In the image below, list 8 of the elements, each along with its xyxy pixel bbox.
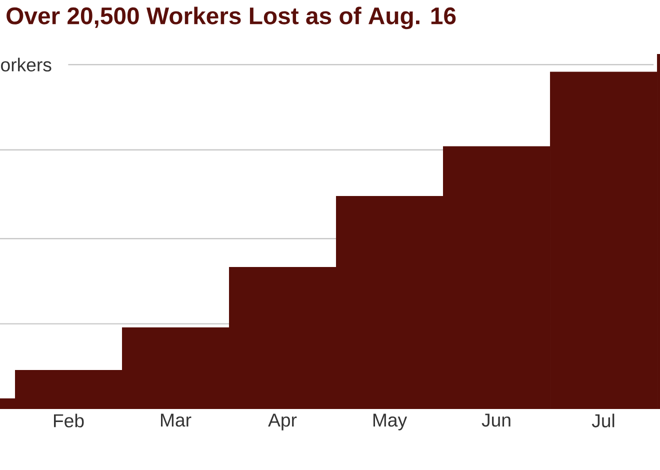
x-tick-label: Apr bbox=[268, 414, 297, 430]
x-tick-label: Jun bbox=[482, 414, 510, 427]
chart-title: Over 20,500 Workers Lost as of Aug. 16 bbox=[6, 6, 456, 30]
x-tick-label: Jul bbox=[592, 414, 614, 428]
x-tick-label: May bbox=[373, 414, 408, 430]
x-tick-label: Feb bbox=[54, 414, 84, 428]
x-tick-label: Mar bbox=[161, 414, 192, 427]
ref-line-label: orkers bbox=[1, 58, 52, 72]
